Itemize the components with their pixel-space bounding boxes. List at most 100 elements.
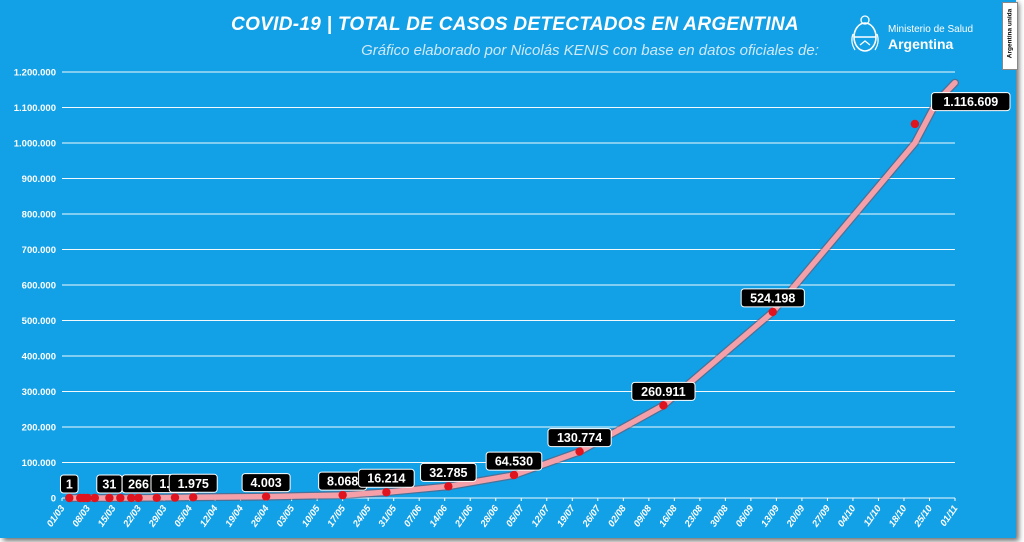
x-tick-label: 05/04 xyxy=(172,503,195,529)
x-tick-label: 30/08 xyxy=(708,503,731,529)
x-tick-label: 29/03 xyxy=(146,503,170,530)
logo-ministry-text: Ministerio de Salud xyxy=(888,24,974,35)
data-point xyxy=(134,493,143,503)
y-tick-label: 1.000.000 xyxy=(14,139,56,150)
x-tick-label: 10/05 xyxy=(300,503,323,529)
x-tick-label: 12/07 xyxy=(530,503,553,529)
data-point xyxy=(261,492,271,501)
x-tick-label: 13/09 xyxy=(759,503,782,529)
x-tick-label: 06/09 xyxy=(734,503,757,529)
data-label: 1.116.609 xyxy=(943,95,998,109)
x-tick-label: 31/05 xyxy=(376,503,399,529)
data-point xyxy=(768,307,777,317)
data-label-box xyxy=(485,451,543,471)
y-tick-label: 800.000 xyxy=(22,210,56,221)
x-tick-label: 07/06 xyxy=(402,503,425,529)
y-axis-ticks: 0 100.000 200.000 300.000 400.000 500.000 600.… xyxy=(14,68,56,505)
x-tick-label: 27/09 xyxy=(810,503,834,530)
y-tick-label: 500.000 xyxy=(22,316,56,327)
data-label-box xyxy=(631,381,696,401)
y-tick-label: 900.000 xyxy=(22,174,56,185)
data-point xyxy=(83,493,92,503)
data-point xyxy=(659,401,668,410)
data-label: 1 xyxy=(66,477,73,491)
x-tick-label: 15/03 xyxy=(96,503,119,529)
x-tick-label: 05/07 xyxy=(504,503,527,529)
x-tick-label: 21/06 xyxy=(452,503,476,530)
y-tick-label: 600.000 xyxy=(22,281,56,292)
logo-country-text: Argentina xyxy=(888,36,954,52)
data-label: 260.911 xyxy=(641,385,686,399)
x-axis-ticks: 01/03 08/03 15/03 22/03 29/03 05/04 12/04 19/04… xyxy=(45,498,960,530)
data-label-box xyxy=(931,92,1011,112)
data-point xyxy=(189,493,198,502)
data-point xyxy=(152,493,161,502)
data-label: 130.774 xyxy=(557,431,602,445)
grid-lines xyxy=(62,71,955,499)
chart-subtitle: Gráfico elaborado por Nicolás KENIS con … xyxy=(361,42,819,59)
national-emblem-icon xyxy=(851,15,879,52)
data-point xyxy=(575,447,584,456)
x-tick-label: 28/06 xyxy=(478,503,502,530)
x-tick-label: 18/10 xyxy=(887,503,910,529)
data-point xyxy=(509,470,519,480)
y-tick-label: 200.000 xyxy=(22,423,56,434)
data-label: 16.214 xyxy=(367,472,405,486)
data-label: 266 xyxy=(128,477,149,491)
data-point xyxy=(116,493,125,503)
series-line xyxy=(66,79,958,501)
x-tick-label: 14/06 xyxy=(428,503,451,529)
x-tick-label: 01/11 xyxy=(938,503,960,528)
x-tick-label: 20/09 xyxy=(784,503,808,530)
data-label: 8.068 xyxy=(327,475,358,489)
data-point xyxy=(170,493,180,502)
x-tick-label: 04/10 xyxy=(836,503,859,529)
data-label: 31 xyxy=(102,477,116,491)
y-tick-label: 400.000 xyxy=(22,352,56,363)
data-label: 4.003 xyxy=(250,476,281,490)
data-point xyxy=(382,488,391,497)
x-tick-label: 26/07 xyxy=(580,503,604,530)
data-markers xyxy=(65,97,941,503)
data-point xyxy=(444,482,453,491)
x-tick-label: 16/08 xyxy=(657,503,680,529)
data-point xyxy=(65,493,74,503)
x-tick-label: 22/03 xyxy=(121,503,145,530)
x-tick-label: 26/04 xyxy=(248,503,272,530)
data-point xyxy=(90,493,100,503)
data-point xyxy=(338,490,347,500)
x-tick-label: 25/10 xyxy=(912,503,936,530)
x-tick-label: 19/07 xyxy=(555,503,578,529)
data-label-box xyxy=(241,473,291,493)
data-label-box xyxy=(168,473,218,493)
data-point xyxy=(127,493,136,503)
x-tick-label: 17/05 xyxy=(325,503,348,529)
data-point xyxy=(910,119,920,129)
chart-title: COVID-19 | TOTAL DE CASOS DETECTADOS EN … xyxy=(231,14,799,35)
y-tick-label: 0 xyxy=(51,494,56,505)
y-tick-label: 1.200.000 xyxy=(14,68,56,79)
x-tick-label: 09/08 xyxy=(632,503,655,529)
y-tick-label: 100.000 xyxy=(22,458,56,469)
series-line-outline xyxy=(65,78,959,502)
x-tick-label: 24/05 xyxy=(350,503,374,530)
x-tick-label: 23/08 xyxy=(682,503,706,530)
x-tick-label: 02/08 xyxy=(606,503,629,529)
x-tick-label: 12/04 xyxy=(198,503,221,529)
data-label-box xyxy=(59,474,79,494)
x-tick-label: 03/05 xyxy=(274,503,297,529)
x-tick-label: 01/03 xyxy=(45,503,68,529)
x-tick-label: 08/03 xyxy=(70,503,93,529)
data-label-box xyxy=(358,468,415,488)
argentina-unida-badge: Argentina unida xyxy=(1002,2,1018,70)
x-tick-label: 11/10 xyxy=(862,503,885,529)
ministerio-salud-logo: Ministerio de Salud Argentina xyxy=(848,12,978,58)
data-labels: 1312661.0541.9754.0038.06816.21432.78564… xyxy=(59,92,1011,494)
data-label: 64.530 xyxy=(495,455,533,469)
data-label-box xyxy=(420,462,477,482)
series-line-layer xyxy=(65,78,959,502)
y-tick-label: 300.000 xyxy=(22,387,56,398)
data-label-box xyxy=(740,288,805,308)
